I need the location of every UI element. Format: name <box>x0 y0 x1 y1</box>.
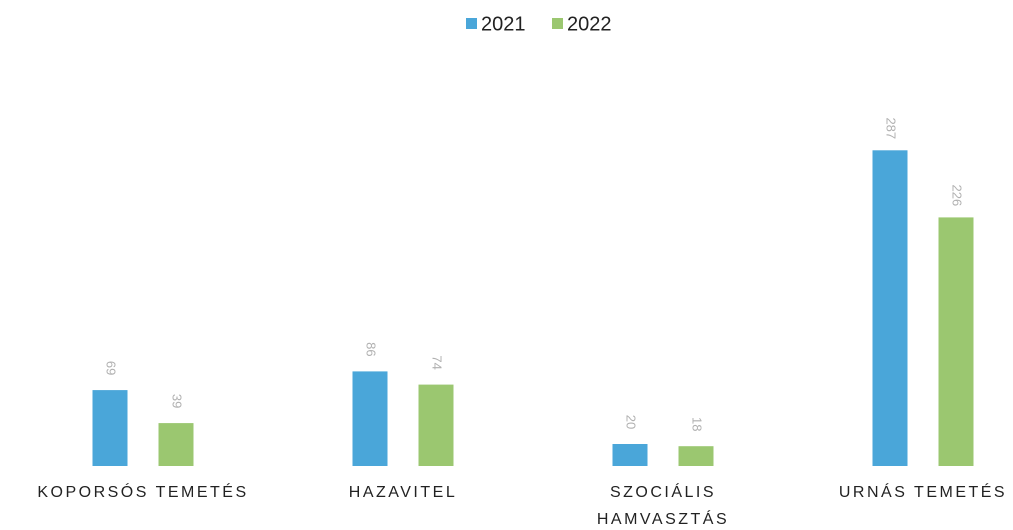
x-tick-label-line: HAMVASZTÁS <box>597 509 729 528</box>
bar <box>158 423 194 466</box>
legend-swatch <box>466 18 477 29</box>
data-label: 20 <box>624 415 639 429</box>
data-label: 74 <box>430 355 445 369</box>
legend-label: 2021 <box>481 13 526 35</box>
bar <box>938 217 974 466</box>
data-label: 287 <box>884 117 899 139</box>
data-label: 86 <box>364 342 379 356</box>
x-tick-label: SZOCIÁLIS HAMVASZTÁS <box>597 482 729 528</box>
x-tick-label: URNÁS TEMETÉS <box>839 482 1007 501</box>
bar <box>92 390 128 466</box>
x-tick-label-line: SZOCIÁLIS <box>610 482 716 501</box>
legend-swatch <box>552 18 563 29</box>
data-label: 226 <box>950 185 965 207</box>
bar <box>872 150 908 467</box>
bar <box>678 446 714 466</box>
bar <box>352 371 388 466</box>
data-label: 18 <box>690 417 705 431</box>
bar <box>612 444 648 466</box>
legend-label: 2022 <box>567 13 612 35</box>
x-tick-label: HAZAVITEL <box>349 484 457 501</box>
bar <box>418 384 454 466</box>
data-label: 69 <box>104 361 119 375</box>
x-tick-label: KOPORSÓS TEMETÉS <box>37 482 248 501</box>
data-label: 39 <box>170 394 185 408</box>
